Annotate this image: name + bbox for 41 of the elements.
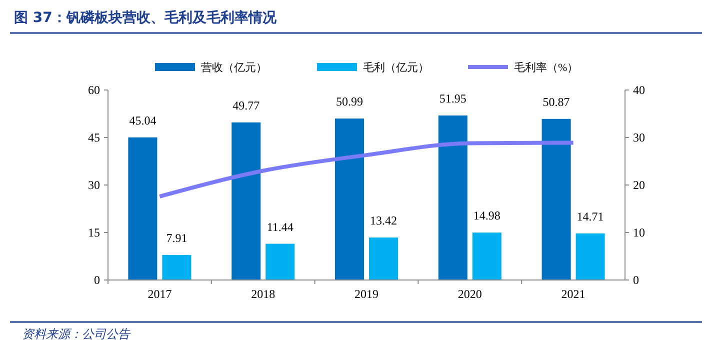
x-tick-label: 2020: [458, 287, 482, 301]
y2-tick-label: 20: [633, 178, 645, 192]
data-label: 14.71: [576, 209, 604, 224]
bar: [542, 118, 571, 280]
data-label: 50.87: [542, 94, 570, 109]
bar: [438, 115, 468, 280]
y-tick-label: 0: [94, 273, 100, 287]
bar: [369, 238, 398, 280]
x-tick-label: 2017: [148, 287, 172, 301]
x-tick-label: 2018: [251, 287, 276, 301]
text: 资料来源：公司公告: [22, 327, 131, 341]
bar: [162, 254, 192, 280]
data-label: 7.91: [166, 230, 188, 245]
y-tick-label: 30: [88, 178, 100, 192]
y-tick-label: 60: [88, 83, 100, 97]
bar: [335, 118, 364, 280]
y-tick-label: 45: [88, 130, 100, 144]
legend-label: 毛利（亿元）: [363, 61, 429, 74]
data-label: 51.95: [439, 91, 466, 106]
y2-tick-label: 10: [633, 226, 645, 240]
y2-tick-label: 0: [633, 273, 639, 287]
chart-title: 图 37：钒磷板块营收、毛利及毛利率情况: [14, 9, 278, 26]
legend-label: 毛利率（%）: [514, 61, 578, 74]
bar: [266, 244, 295, 280]
bar: [128, 137, 158, 280]
y2-tick-label: 40: [633, 83, 645, 97]
bar: [472, 232, 502, 280]
data-label: 45.04: [129, 113, 156, 128]
x-tick-label: 2021: [561, 287, 586, 301]
legend-label: 营收（亿元）: [201, 61, 267, 74]
bar: [232, 122, 261, 280]
bar: [576, 233, 605, 280]
y-tick-label: 15: [88, 226, 100, 240]
data-label: 50.99: [336, 94, 363, 109]
x-tick-label: 2019: [354, 287, 378, 301]
data-label: 49.77: [232, 98, 260, 112]
y2-tick-label: 30: [633, 130, 645, 144]
line-series: [158, 140, 576, 198]
data-label: 14.98: [473, 208, 500, 223]
data-label: 11.44: [266, 220, 294, 234]
data-label: 13.42: [370, 214, 397, 228]
